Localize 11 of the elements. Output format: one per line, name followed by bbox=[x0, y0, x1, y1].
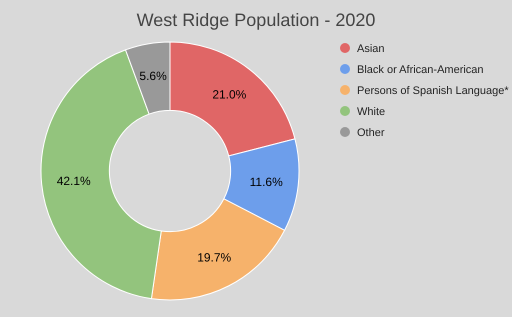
data-label: 5.6% bbox=[139, 68, 168, 83]
legend-label: Asian bbox=[357, 42, 385, 55]
chart-title: West Ridge Population - 2020 bbox=[136, 10, 376, 30]
legend-label: Persons of Spanish Language* bbox=[357, 84, 510, 97]
data-label: 19.7% bbox=[197, 250, 232, 264]
data-label: 42.1% bbox=[56, 174, 92, 188]
data-label: 21.0% bbox=[212, 88, 247, 102]
legend-label: Black or African-American bbox=[357, 64, 484, 76]
legend-label: White bbox=[357, 106, 386, 118]
legend-label: Other bbox=[357, 126, 385, 139]
data-label: 11.6% bbox=[250, 175, 284, 190]
